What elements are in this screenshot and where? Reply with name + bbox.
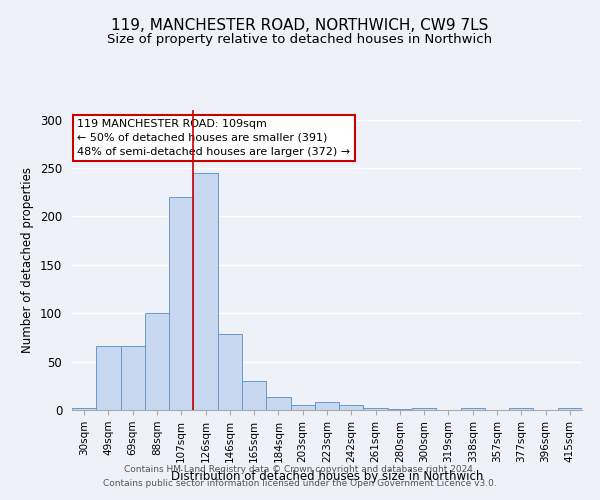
Bar <box>558 408 582 410</box>
Text: Contains HM Land Registry data © Crown copyright and database right 2024.
Contai: Contains HM Land Registry data © Crown c… <box>103 466 497 487</box>
Bar <box>72 408 96 410</box>
Text: Size of property relative to detached houses in Northwich: Size of property relative to detached ho… <box>107 32 493 46</box>
Bar <box>169 197 193 410</box>
Bar <box>193 173 218 410</box>
Bar <box>339 405 364 410</box>
Bar <box>218 334 242 410</box>
Text: 119 MANCHESTER ROAD: 109sqm
← 50% of detached houses are smaller (391)
48% of se: 119 MANCHESTER ROAD: 109sqm ← 50% of det… <box>77 119 350 157</box>
Bar <box>412 408 436 410</box>
X-axis label: Distribution of detached houses by size in Northwich: Distribution of detached houses by size … <box>171 470 483 483</box>
Text: 119, MANCHESTER ROAD, NORTHWICH, CW9 7LS: 119, MANCHESTER ROAD, NORTHWICH, CW9 7LS <box>112 18 488 32</box>
Bar <box>388 409 412 410</box>
Bar <box>315 402 339 410</box>
Bar <box>290 405 315 410</box>
Bar <box>96 346 121 410</box>
Bar <box>121 346 145 410</box>
Bar <box>364 408 388 410</box>
Bar <box>509 408 533 410</box>
Y-axis label: Number of detached properties: Number of detached properties <box>22 167 34 353</box>
Bar <box>266 398 290 410</box>
Bar <box>145 313 169 410</box>
Bar <box>461 408 485 410</box>
Bar <box>242 381 266 410</box>
